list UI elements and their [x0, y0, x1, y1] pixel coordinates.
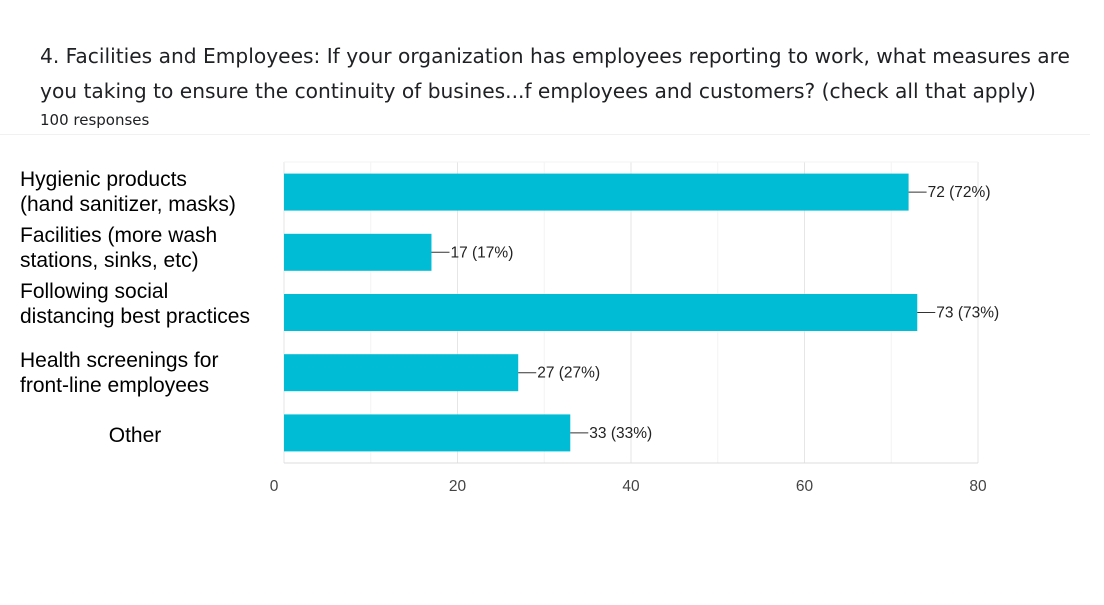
- bars: 72 (72%) 17 (17%) 73 (73%) 27 (27%) 33 (33%): [284, 173, 999, 452]
- x-tick-label: 0: [270, 478, 279, 495]
- response-count: 100 responses: [40, 111, 150, 129]
- question-title: 4. Facilities and Employees: If your org…: [40, 44, 1070, 103]
- category-label: Other: [108, 424, 162, 448]
- x-tick-label: 40: [622, 478, 640, 495]
- x-tick-label: 60: [796, 478, 814, 495]
- gridlines: [283, 161, 979, 464]
- bar: [284, 233, 432, 271]
- bar: [284, 173, 909, 211]
- bar: [284, 414, 571, 452]
- category-label: Hygienic products (hand sanitizer, masks…: [20, 168, 236, 217]
- category-label: Facilities (more wash stations, sinks, e…: [20, 224, 218, 273]
- data-label: 73 (73%): [936, 305, 999, 322]
- bar: [284, 354, 519, 392]
- x-tick-label: 80: [969, 478, 987, 495]
- question-header: 4. Facilities and Employees: If your org…: [0, 0, 1090, 135]
- category-label: Following social distancing best practic…: [20, 279, 250, 328]
- data-label: 17 (17%): [450, 244, 513, 261]
- data-label: 27 (27%): [537, 365, 600, 382]
- data-label: 33 (33%): [589, 425, 652, 442]
- x-tick-label: 20: [449, 478, 467, 495]
- data-label: 72 (72%): [928, 184, 991, 201]
- category-label: Health screenings for front-line employe…: [20, 348, 219, 397]
- bar: [284, 294, 918, 331]
- x-axis-ticks: 0 20 40 60 80: [270, 478, 987, 495]
